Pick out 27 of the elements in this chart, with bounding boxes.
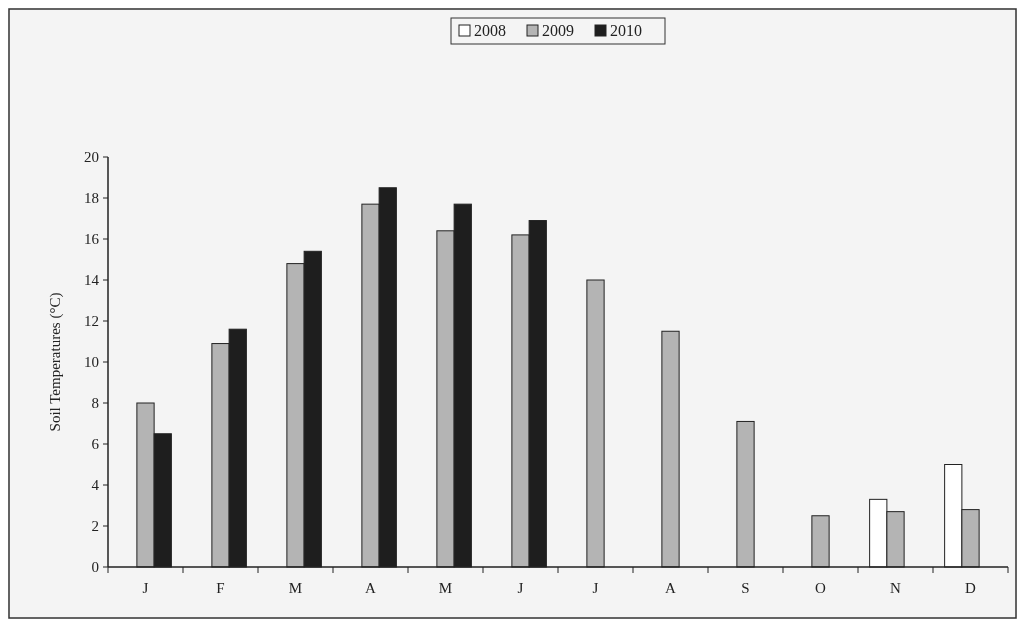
x-tick-label: J: [592, 580, 599, 596]
y-tick-label: 20: [84, 149, 99, 166]
legend-label: 2010: [610, 22, 642, 39]
y-tick-label: 0: [91, 559, 99, 576]
legend-label: 2009: [542, 22, 574, 39]
x-tick-label: J: [142, 580, 149, 596]
legend-label: 2008: [474, 22, 506, 39]
y-tick-label: 14: [84, 272, 100, 289]
x-tick-label: J: [517, 580, 524, 596]
y-axis-title: Soil Temperatures (°C): [47, 292, 64, 432]
y-tick-label: 10: [84, 354, 99, 371]
x-tick-label: D: [965, 580, 977, 596]
x-tick-label: A: [365, 580, 377, 596]
y-tick-label: 12: [84, 313, 99, 330]
x-tick-label: O: [815, 580, 827, 596]
y-tick-label: 18: [84, 190, 99, 207]
y-tick-label: 8: [91, 395, 99, 412]
x-tick-label: M: [438, 580, 453, 596]
x-tick-label: M: [288, 580, 303, 596]
x-tick-label: N: [890, 580, 902, 596]
x-tick-label: A: [665, 580, 677, 596]
x-tick-label: S: [741, 580, 750, 596]
y-tick-label: 6: [91, 436, 100, 453]
y-tick-label: 16: [84, 231, 100, 248]
x-tick-label: F: [216, 580, 225, 596]
y-tick-label: 4: [91, 477, 100, 494]
y-tick-label: 2: [91, 518, 99, 535]
